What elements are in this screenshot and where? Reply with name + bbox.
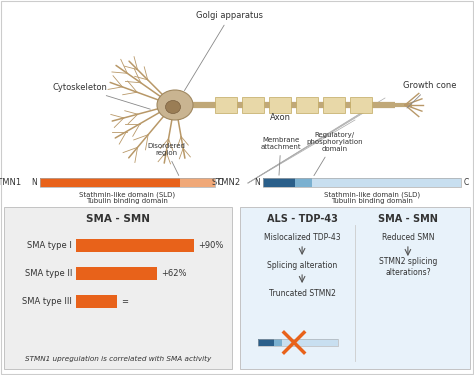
Text: SMA - SMN: SMA - SMN (86, 214, 150, 224)
Text: SMA type II: SMA type II (25, 269, 72, 278)
Text: Cytoskeleton: Cytoskeleton (53, 83, 150, 109)
Bar (295, 178, 312, 187)
Bar (258, 339, 338, 346)
Text: STMN2: STMN2 (212, 178, 241, 187)
Bar (263, 178, 461, 187)
Text: SMA - SMN: SMA - SMN (378, 214, 438, 224)
Text: STMN1 upregulation is correlated with SMA activity: STMN1 upregulation is correlated with SM… (25, 356, 211, 362)
Text: SMA type I: SMA type I (27, 241, 72, 250)
Bar (323, 97, 345, 113)
Bar (263, 178, 295, 187)
Bar (215, 97, 237, 113)
Bar (296, 97, 318, 113)
Text: STMN2 splicing
alterations?: STMN2 splicing alterations? (379, 257, 437, 277)
Text: Disordered
region: Disordered region (147, 143, 185, 176)
Bar (269, 97, 291, 113)
Text: N: N (254, 178, 260, 187)
Text: Stathmin-like domain (SLD)
Tubulin binding domain: Stathmin-like domain (SLD) Tubulin bindi… (80, 191, 175, 204)
Text: C: C (464, 178, 469, 187)
Ellipse shape (165, 100, 181, 114)
Text: Mislocalized TDP-43: Mislocalized TDP-43 (264, 232, 340, 242)
Bar (4, 207, 232, 369)
Bar (312, 178, 461, 187)
Ellipse shape (157, 90, 193, 120)
Text: N: N (31, 178, 37, 187)
Bar (240, 207, 470, 369)
Bar (40, 178, 215, 187)
Text: ALS - TDP-43: ALS - TDP-43 (267, 214, 337, 224)
Text: Regulatory/
phosphorylation
domain: Regulatory/ phosphorylation domain (306, 132, 363, 176)
Text: +90%: +90% (198, 241, 223, 250)
Text: STMN1: STMN1 (0, 178, 22, 187)
Text: SMA type III: SMA type III (22, 297, 72, 306)
Bar (76, 239, 194, 252)
Bar (180, 178, 215, 187)
Bar (350, 97, 372, 113)
Text: C: C (218, 178, 223, 187)
Text: Axon: Axon (270, 113, 291, 122)
Text: Reduced SMN: Reduced SMN (382, 232, 434, 242)
Text: Splicing alteration: Splicing alteration (267, 261, 337, 270)
Bar (258, 339, 274, 346)
Text: Truncated STMN2: Truncated STMN2 (269, 288, 336, 297)
Bar (40, 178, 180, 187)
Bar (76, 295, 117, 308)
Bar (282, 339, 338, 346)
Text: =: = (121, 297, 128, 306)
Text: Golgi apparatus: Golgi apparatus (184, 11, 264, 91)
Bar (242, 97, 264, 113)
Bar (76, 267, 157, 280)
Text: +62%: +62% (162, 269, 187, 278)
Bar (274, 339, 282, 346)
Text: Growth cone: Growth cone (403, 81, 457, 108)
Text: Stathmin-like domain (SLD)
Tubulin binding domain: Stathmin-like domain (SLD) Tubulin bindi… (324, 191, 420, 204)
Text: Membrane
attachment: Membrane attachment (261, 137, 301, 175)
